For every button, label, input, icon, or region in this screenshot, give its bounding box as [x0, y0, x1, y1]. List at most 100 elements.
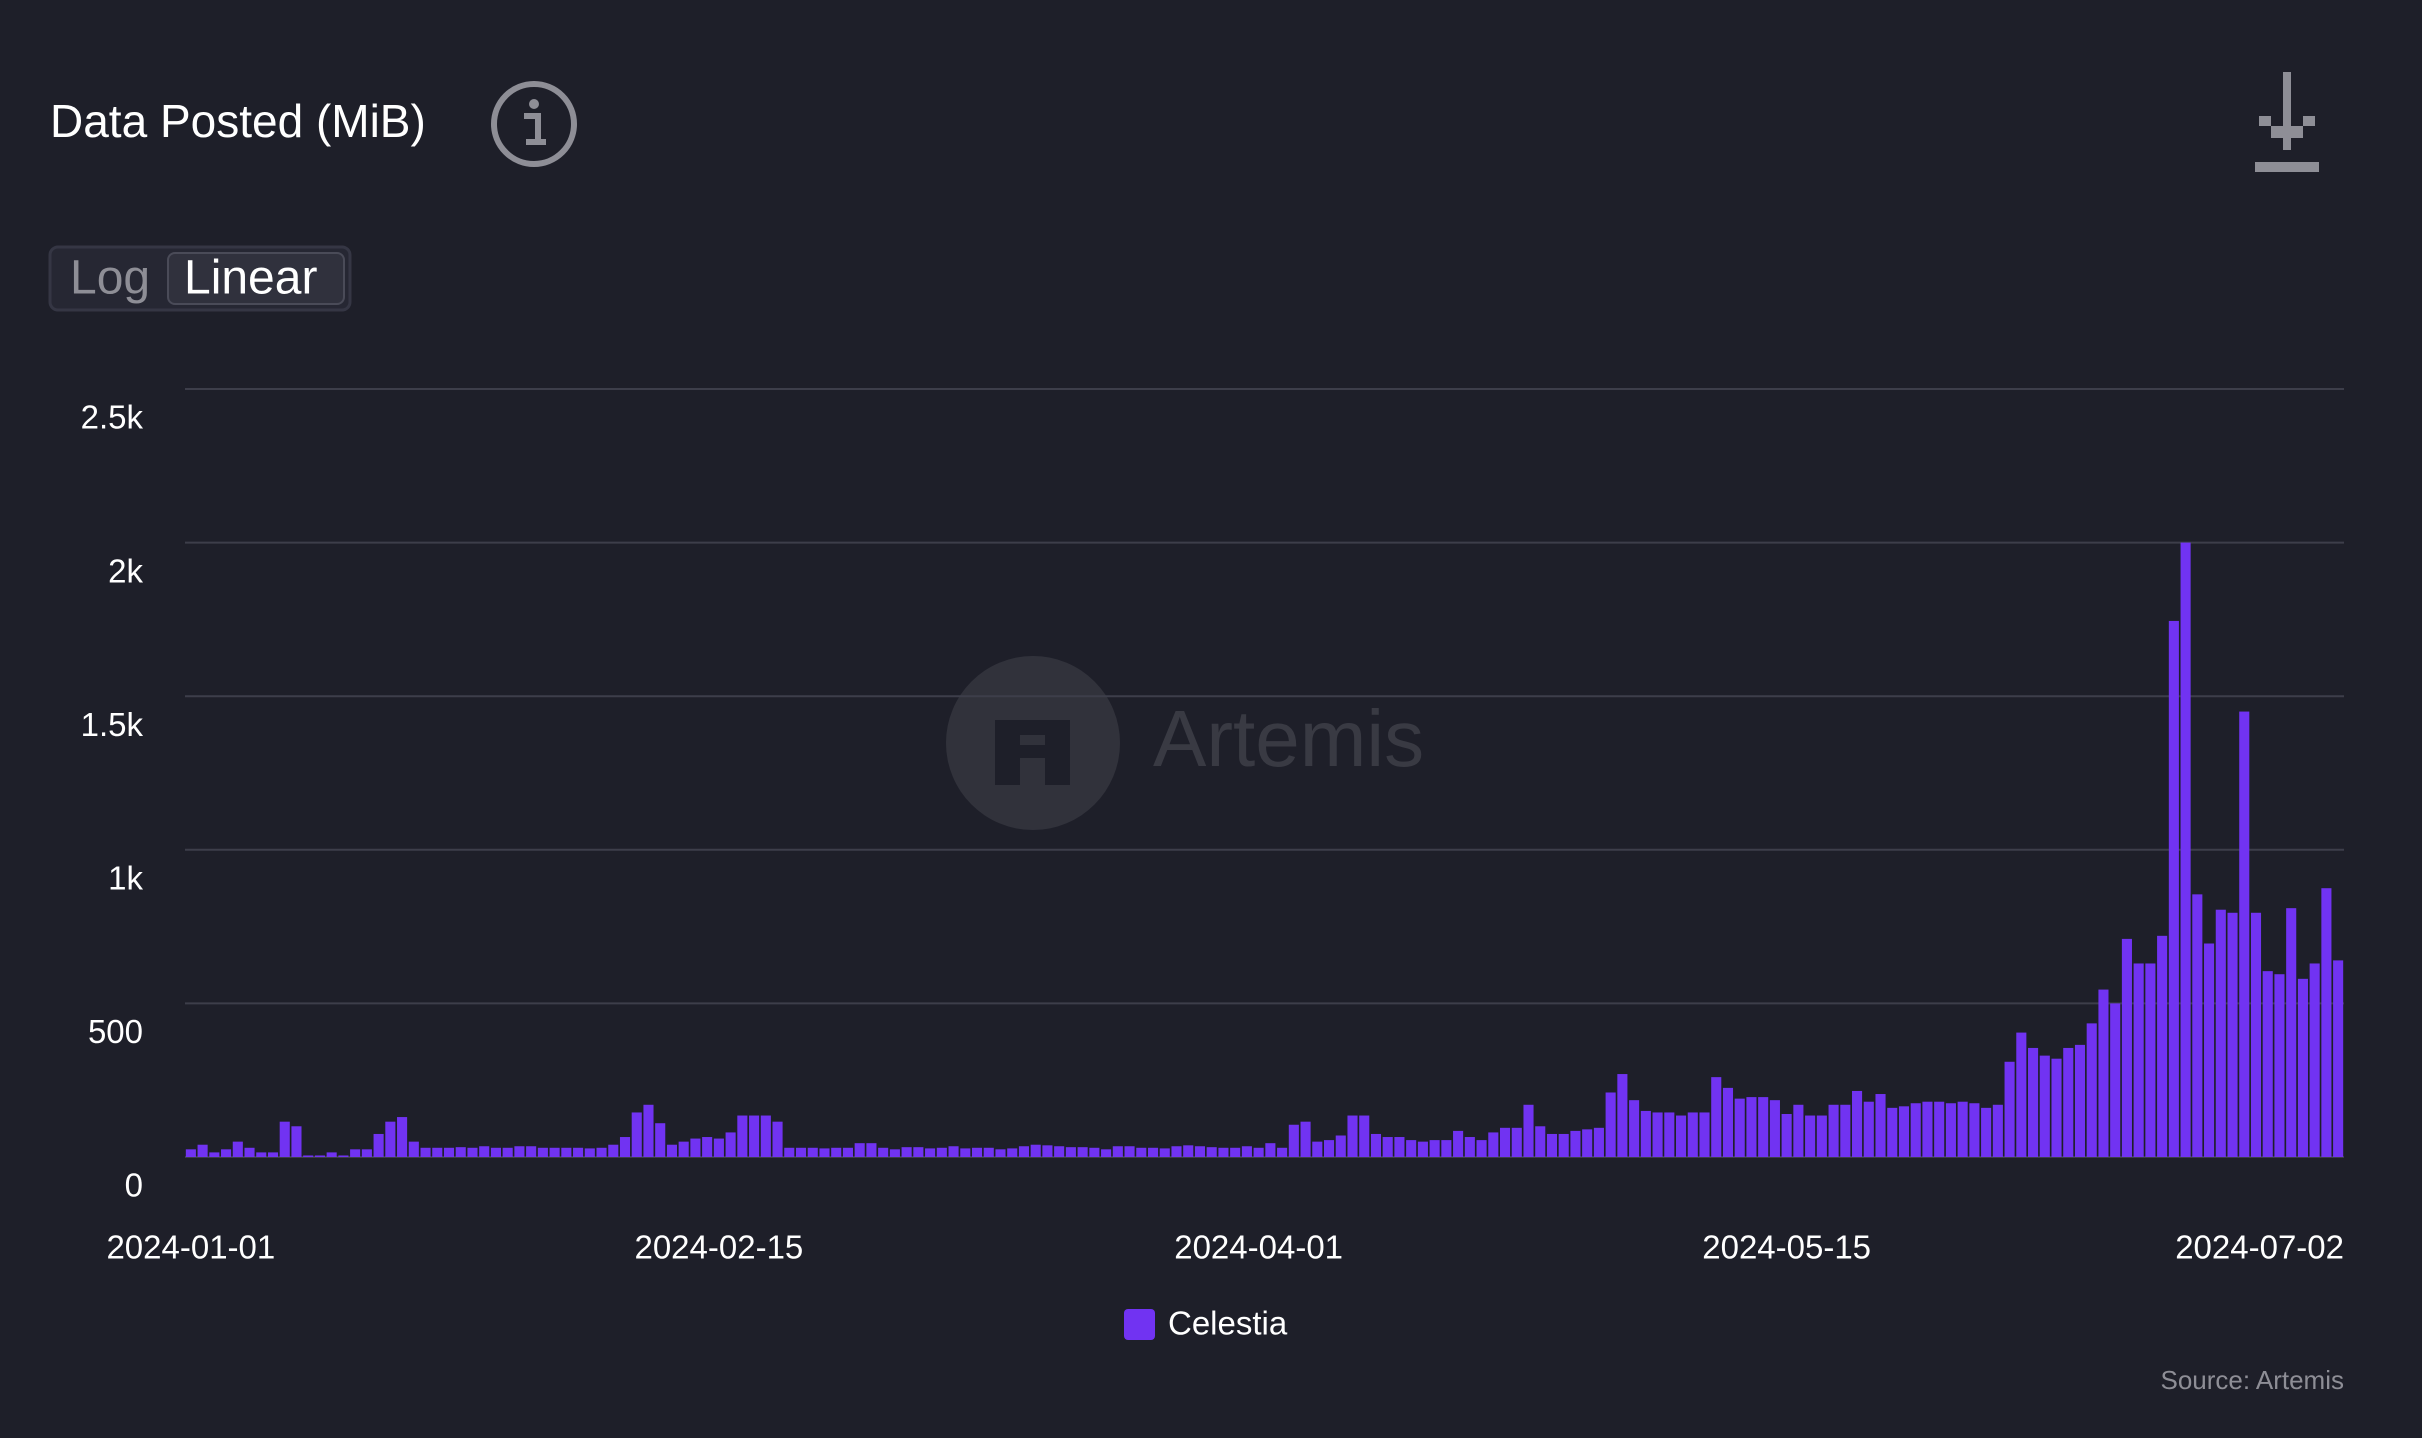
- bar: [2286, 908, 2297, 1157]
- bar: [338, 1155, 349, 1157]
- bar: [479, 1146, 490, 1157]
- bar: [1441, 1140, 1452, 1157]
- bar: [209, 1152, 220, 1157]
- bar: [631, 1112, 642, 1157]
- bar: [2309, 963, 2320, 1157]
- bar: [807, 1147, 818, 1157]
- bar: [1265, 1143, 1276, 1157]
- bar: [2028, 1047, 2039, 1157]
- bar: [2333, 960, 2344, 1157]
- bar: [1593, 1127, 1604, 1157]
- legend-swatch: [1124, 1309, 1155, 1340]
- toggle-option[interactable]: Linear: [184, 252, 317, 305]
- bar: [1910, 1103, 1921, 1157]
- bar: [2250, 912, 2262, 1157]
- bar: [279, 1121, 290, 1157]
- bar: [690, 1138, 701, 1157]
- toggle-option[interactable]: Log: [70, 252, 150, 305]
- bar: [760, 1115, 771, 1157]
- bar: [1417, 1141, 1428, 1157]
- bar: [1159, 1148, 1170, 1157]
- bar: [1206, 1147, 1217, 1157]
- bar: [1887, 1107, 1898, 1157]
- bar: [678, 1141, 689, 1157]
- bar: [1253, 1147, 1264, 1157]
- bar: [960, 1148, 971, 1157]
- bar: [1054, 1146, 1065, 1157]
- bar: [514, 1146, 525, 1157]
- bar: [619, 1137, 631, 1157]
- bar: [197, 1144, 208, 1157]
- bar: [772, 1121, 783, 1157]
- scale-toggle-group: Log Linear: [70, 252, 345, 305]
- bar: [2039, 1055, 2050, 1157]
- bar: [432, 1147, 443, 1157]
- x-tick-label: 2024-07-02: [2175, 1229, 2344, 1266]
- bar: [1382, 1137, 1393, 1157]
- bar: [2262, 971, 2273, 1157]
- bar: [1101, 1149, 1112, 1157]
- toggle-active-bg: [167, 252, 345, 305]
- bar: [1147, 1147, 1159, 1157]
- bar: [1981, 1107, 1992, 1157]
- bar: [1476, 1140, 1487, 1157]
- bar: [1065, 1147, 1076, 1157]
- bar: [1300, 1121, 1311, 1157]
- bar: [819, 1148, 830, 1157]
- bar: [1359, 1115, 1370, 1157]
- bar: [1992, 1104, 2003, 1157]
- bar: [1898, 1106, 1910, 1157]
- bar: [608, 1144, 619, 1157]
- bar: [373, 1133, 384, 1157]
- bar: [1582, 1129, 1593, 1157]
- bar: [1453, 1130, 1464, 1157]
- bar: [1335, 1135, 1346, 1157]
- bar: [2086, 1023, 2097, 1157]
- bar: [2192, 894, 2203, 1157]
- bar: [1194, 1146, 1206, 1157]
- bar: [1664, 1112, 1675, 1157]
- y-tick-label: 1.5k: [81, 706, 144, 743]
- bar: [655, 1123, 666, 1157]
- bar: [1464, 1137, 1475, 1157]
- bar: [1734, 1098, 1745, 1157]
- bar: [408, 1141, 419, 1157]
- bar: [854, 1143, 865, 1157]
- info-icon[interactable]: [491, 81, 577, 167]
- bar: [1617, 1074, 1628, 1157]
- bar: [1687, 1112, 1698, 1157]
- x-tick-label: 2024-01-01: [106, 1229, 275, 1266]
- bar: [1171, 1146, 1182, 1157]
- bar: [1570, 1130, 1581, 1157]
- bar: [1711, 1077, 1722, 1157]
- bar: [1769, 1100, 1780, 1157]
- bar: [2274, 974, 2285, 1157]
- bar: [2016, 1032, 2027, 1157]
- bar: [1805, 1115, 1816, 1157]
- bar: [326, 1152, 337, 1157]
- bar: [889, 1149, 900, 1157]
- bar: [1676, 1115, 1687, 1157]
- bar: [737, 1115, 748, 1157]
- bar: [526, 1146, 537, 1157]
- bar: [2110, 1003, 2121, 1157]
- bar: [936, 1147, 947, 1157]
- bar: [502, 1147, 513, 1157]
- bar: [596, 1147, 607, 1157]
- bar: [1605, 1092, 1616, 1157]
- bar: [878, 1147, 889, 1157]
- bar: [1042, 1145, 1053, 1157]
- bar: [1828, 1104, 1839, 1157]
- bar: [995, 1149, 1006, 1157]
- bar: [2215, 909, 2226, 1157]
- bar: [2145, 963, 2156, 1157]
- bar: [1652, 1112, 1663, 1157]
- bar: [1018, 1146, 1030, 1157]
- bar: [2180, 542, 2191, 1157]
- legend-label[interactable]: Celestia: [1168, 1305, 1288, 1342]
- bar: [573, 1147, 584, 1157]
- download-button[interactable]: [2255, 72, 2319, 172]
- bar: [901, 1147, 912, 1157]
- bar: [232, 1141, 243, 1157]
